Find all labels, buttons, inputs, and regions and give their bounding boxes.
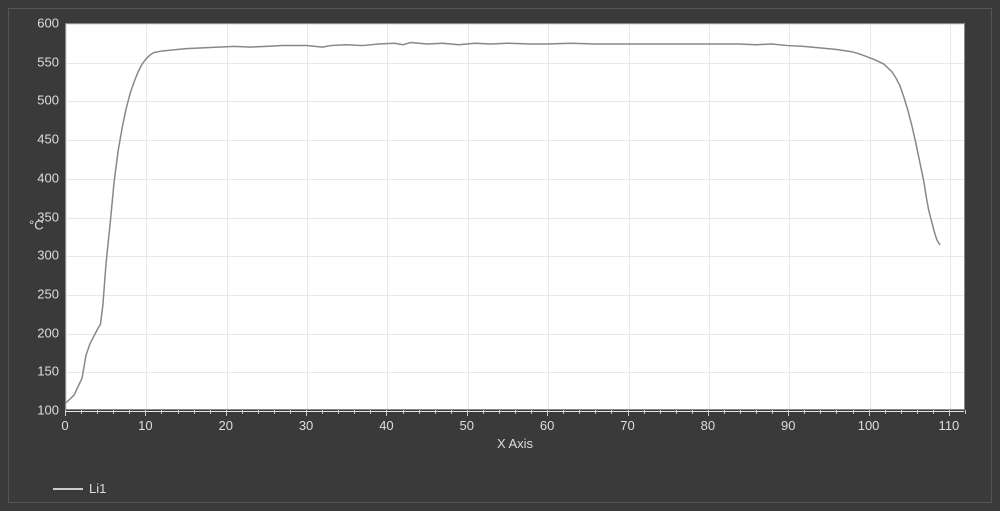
x-tick-minor	[322, 410, 323, 414]
x-tick-label: 40	[379, 418, 393, 433]
x-tick-minor	[965, 410, 966, 414]
x-tick-minor	[804, 410, 805, 414]
y-tick-label: 200	[29, 325, 59, 340]
x-tick-minor	[161, 410, 162, 414]
x-tick-minor	[258, 410, 259, 414]
x-tick	[306, 410, 307, 416]
x-tick-minor	[515, 410, 516, 414]
x-tick-minor	[129, 410, 130, 414]
y-tick-label: 300	[29, 248, 59, 263]
legend: Li1	[53, 481, 106, 496]
x-tick	[467, 410, 468, 416]
series-svg	[66, 24, 964, 409]
app-frame: 1001502002503003504004505005506000102030…	[8, 8, 992, 503]
x-tick-minor	[290, 410, 291, 414]
x-tick-label: 10	[138, 418, 152, 433]
y-tick-label: 150	[29, 364, 59, 379]
chart-container: 1001502002503003504004505005506000102030…	[27, 19, 973, 454]
x-tick-minor	[579, 410, 580, 414]
x-tick-minor	[419, 410, 420, 414]
x-tick-minor	[178, 410, 179, 414]
x-tick-minor	[692, 410, 693, 414]
x-tick-minor	[885, 410, 886, 414]
x-tick	[788, 410, 789, 416]
plot-area	[65, 23, 965, 410]
x-tick-minor	[274, 410, 275, 414]
x-tick-minor	[644, 410, 645, 414]
legend-label: Li1	[89, 481, 106, 496]
y-tick-label: 250	[29, 286, 59, 301]
x-tick-minor	[595, 410, 596, 414]
x-tick-label: 90	[781, 418, 795, 433]
x-tick-label: 20	[218, 418, 232, 433]
x-tick-minor	[853, 410, 854, 414]
x-tick-minor	[210, 410, 211, 414]
x-tick-label: 50	[460, 418, 474, 433]
x-tick-minor	[901, 410, 902, 414]
y-axis-label: °C	[29, 217, 44, 232]
x-tick-minor	[676, 410, 677, 414]
x-tick	[65, 410, 66, 416]
x-tick-minor	[740, 410, 741, 414]
x-tick-minor	[756, 410, 757, 414]
x-tick-minor	[724, 410, 725, 414]
x-tick-minor	[194, 410, 195, 414]
x-tick	[869, 410, 870, 416]
x-tick-minor	[451, 410, 452, 414]
x-tick	[547, 410, 548, 416]
y-tick-label: 450	[29, 132, 59, 147]
y-tick-label: 600	[29, 16, 59, 31]
x-tick	[628, 410, 629, 416]
x-tick-minor	[820, 410, 821, 414]
x-tick-label: 30	[299, 418, 313, 433]
x-tick-label: 60	[540, 418, 554, 433]
x-tick-minor	[917, 410, 918, 414]
x-tick-minor	[370, 410, 371, 414]
series-line	[66, 42, 940, 402]
x-tick-minor	[113, 410, 114, 414]
x-tick-minor	[403, 410, 404, 414]
x-tick-minor	[933, 410, 934, 414]
x-tick-minor	[531, 410, 532, 414]
x-tick-minor	[836, 410, 837, 414]
x-tick-minor	[660, 410, 661, 414]
y-tick-label: 500	[29, 93, 59, 108]
y-tick-label: 550	[29, 54, 59, 69]
x-tick-minor	[483, 410, 484, 414]
x-tick	[708, 410, 709, 416]
x-tick-minor	[354, 410, 355, 414]
x-tick-label: 100	[858, 418, 880, 433]
x-tick	[226, 410, 227, 416]
x-tick-minor	[435, 410, 436, 414]
x-tick	[949, 410, 950, 416]
legend-swatch	[53, 488, 83, 490]
x-tick-minor	[242, 410, 243, 414]
x-tick-minor	[563, 410, 564, 414]
x-tick	[145, 410, 146, 416]
x-tick-minor	[338, 410, 339, 414]
y-tick-label: 400	[29, 170, 59, 185]
x-tick-minor	[97, 410, 98, 414]
x-axis-label: X Axis	[497, 436, 533, 451]
x-tick-label: 110	[939, 418, 960, 433]
x-tick-label: 70	[620, 418, 634, 433]
x-tick-minor	[772, 410, 773, 414]
x-tick-label: 80	[701, 418, 715, 433]
x-tick	[386, 410, 387, 416]
x-tick-minor	[611, 410, 612, 414]
x-tick-minor	[81, 410, 82, 414]
x-tick-label: 0	[61, 418, 68, 433]
x-tick-minor	[499, 410, 500, 414]
y-tick-label: 100	[29, 403, 59, 418]
